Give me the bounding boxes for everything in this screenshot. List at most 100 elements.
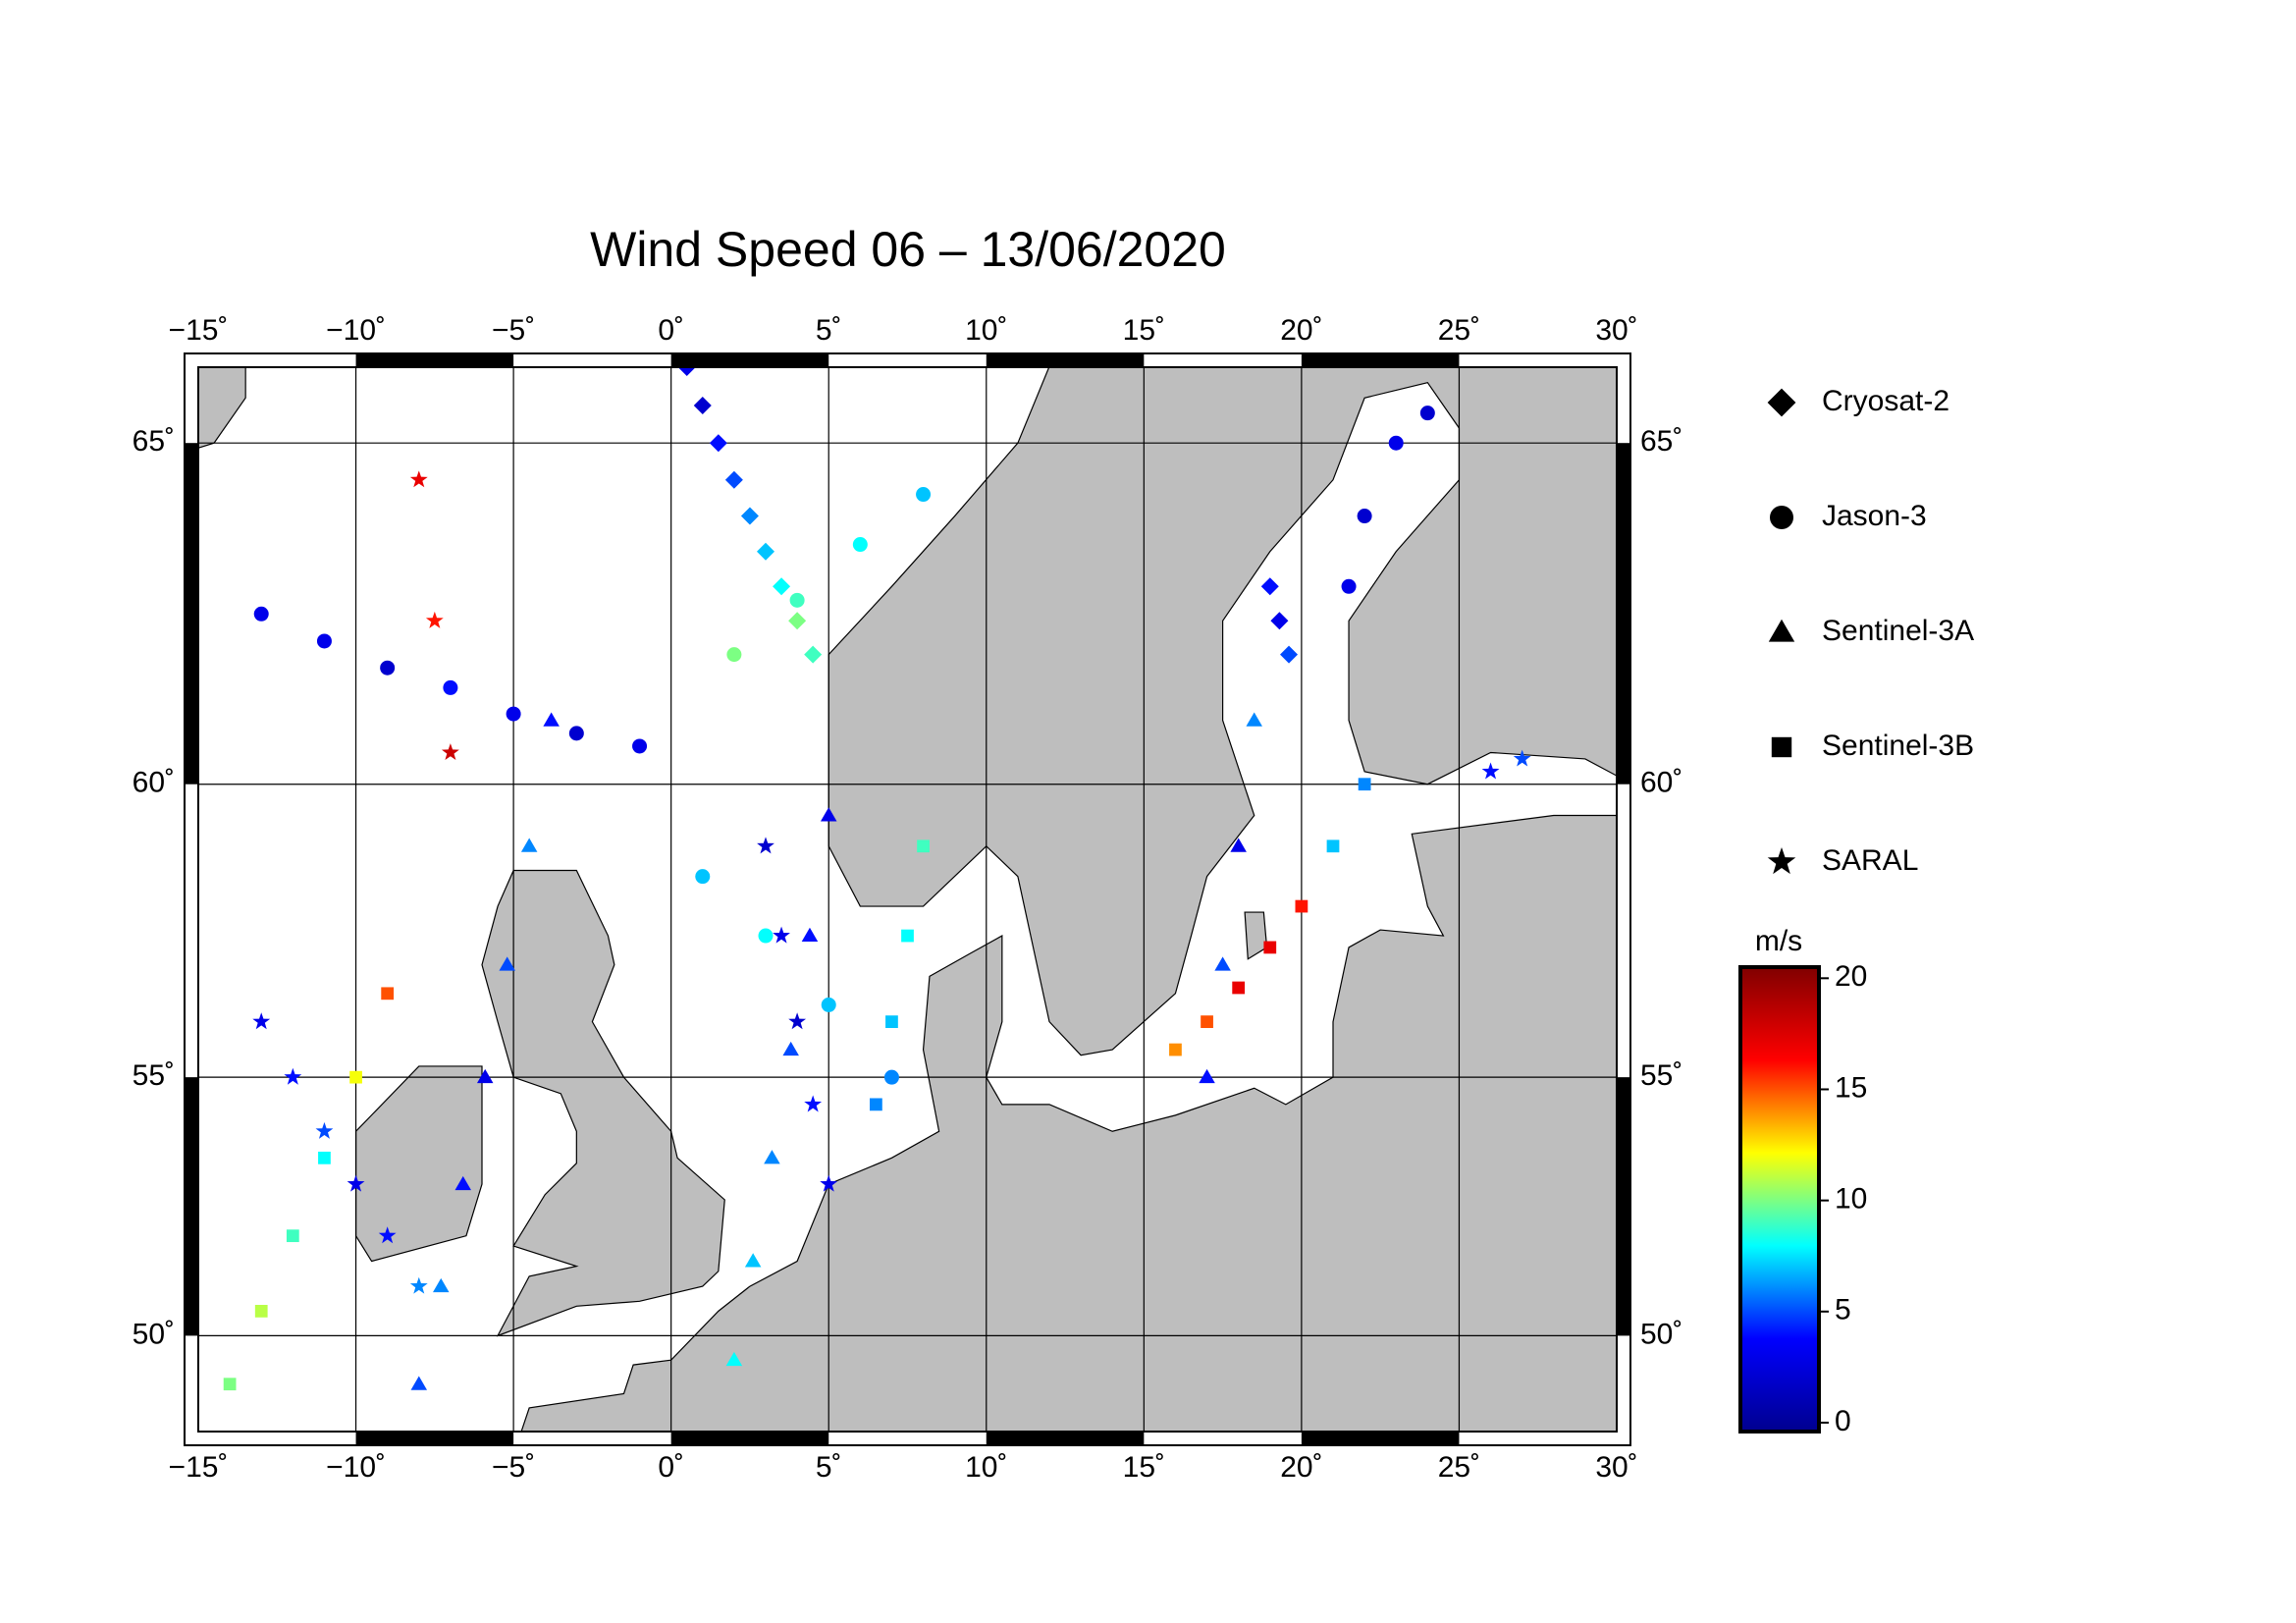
frame-bar [1301,353,1460,367]
chart-title: Wind Speed 06 – 13/06/2020 [590,222,1226,277]
data-point [441,743,459,761]
data-point [725,1351,743,1367]
data-point [347,1174,365,1192]
x-tick-label: 10˚ [965,314,1007,347]
data-point [1232,981,1246,995]
legend-label: Sentinel-3B [1822,730,1974,762]
x-tick-label: 25˚ [1438,314,1480,347]
data-point [253,606,269,622]
frame-bar [986,353,1145,367]
data-point [543,712,560,727]
data-point [1513,749,1531,767]
legend-label: Sentinel-3A [1822,615,1974,647]
frame-bar [1301,1432,1460,1445]
data-point [916,487,932,503]
y-tick-label: 65˚ [1640,425,1682,458]
data-point [454,1175,471,1191]
y-tick-label: 55˚ [1640,1059,1682,1092]
data-point [885,1015,898,1029]
legend-marker [1768,619,1795,642]
x-tick-label: −5˚ [492,1451,535,1484]
x-tick-label: −10˚ [326,314,386,347]
data-point [499,956,515,971]
data-point [1358,778,1371,791]
frame-bar [670,1432,829,1445]
map-area [198,367,1617,1432]
data-point [764,1150,780,1164]
data-point [1481,762,1500,780]
x-tick-label: 15˚ [1123,1451,1165,1484]
frame-bar [355,1432,514,1445]
data-point [409,470,428,488]
data-point [223,1378,237,1391]
data-point [693,396,712,414]
data-point [252,1012,271,1030]
data-point [506,706,521,722]
data-point [901,929,914,943]
data-point [381,987,395,1001]
data-point [870,1098,882,1111]
data-point [1357,509,1372,524]
legend-marker [1771,736,1792,758]
x-tick-label: 20˚ [1280,314,1322,347]
land [481,869,725,1337]
x-tick-label: 5˚ [816,314,842,347]
x-tick-label: 30˚ [1595,314,1637,347]
x-tick-label: 0˚ [658,314,684,347]
data-point [410,1376,428,1390]
data-point [1201,1015,1213,1029]
data-point [286,1229,299,1243]
colorbar-tick-label: 15 [1835,1071,1867,1104]
data-point [804,645,823,664]
land [198,367,246,449]
colorbar-tick-label: 5 [1835,1294,1851,1326]
x-tick-label: 0˚ [658,1451,684,1484]
y-tick-label: 55˚ [133,1059,175,1092]
frame-outer [184,352,1631,1446]
land [828,367,1617,1056]
data-point [820,1174,838,1192]
data-point [883,1069,899,1085]
data-point [1199,1068,1215,1084]
data-point [1326,839,1340,853]
y-tick-label: 60˚ [133,767,175,799]
data-point [773,577,791,596]
data-point [380,660,396,676]
data-point [520,838,538,852]
colorbar [1738,965,1821,1434]
x-tick-label: 20˚ [1280,1451,1322,1484]
legend-marker [1770,506,1793,529]
x-tick-label: 25˚ [1438,1451,1480,1484]
colorbar-tick-label: 0 [1835,1405,1851,1437]
data-point [757,837,774,854]
land [520,814,1617,1432]
data-point [349,1070,362,1084]
colorbar-tick-label: 20 [1835,960,1867,993]
data-point [443,679,458,695]
data-point [409,1276,428,1294]
frame-bar [670,353,829,367]
data-point [568,726,584,741]
data-point [695,869,711,885]
data-point [1230,838,1247,852]
data-point [254,1305,268,1318]
frame-bar [185,1077,198,1336]
land [354,1065,483,1263]
data-point [1280,645,1299,664]
data-point [726,647,742,663]
x-tick-label: 5˚ [816,1451,842,1484]
data-point [740,507,759,525]
data-point [782,1041,799,1056]
data-point [758,928,774,944]
data-point [789,592,805,608]
legend-label: Jason-3 [1822,500,1927,532]
x-tick-label: 30˚ [1595,1451,1637,1484]
data-point [1169,1043,1182,1056]
legend-marker [1767,388,1796,417]
colorbar-label: m/s [1755,925,1802,957]
data-point [1214,956,1231,971]
data-point [315,1121,334,1139]
data-point [1270,612,1289,630]
data-point [821,997,836,1012]
data-point [804,1095,823,1112]
